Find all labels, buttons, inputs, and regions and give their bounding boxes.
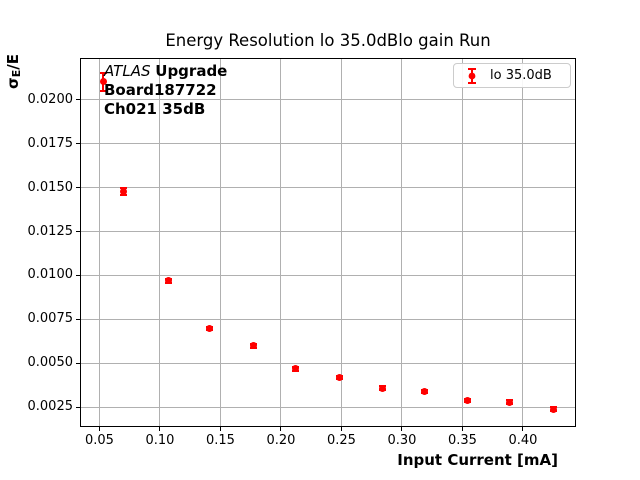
x-gridline [280,58,282,427]
y-gridline [80,362,576,364]
data-point [335,374,343,382]
y-tick-label: 0.0175 [27,135,74,151]
error-bar-cap [120,186,128,189]
y-tick-label: 0.0025 [27,399,74,415]
data-point [164,277,172,285]
x-tick-label: 0.10 [145,433,175,448]
x-gridline [522,58,524,427]
x-tick-label: 0.30 [387,433,417,448]
y-gridline [80,231,576,232]
y-gridline [80,187,576,188]
y-tick [76,274,80,276]
error-bar-cap [120,193,128,196]
x-tick-label: 0.25 [327,433,356,448]
data-point [120,187,128,195]
data-point [549,405,557,413]
x-tick [340,427,342,431]
data-point [292,365,299,373]
y-axis-label-subscript: E [10,69,23,78]
y-tick-label: 0.0125 [27,223,74,239]
annotation-channel: Ch021 35dB [104,100,206,118]
legend: lo 35.0dB [453,63,571,88]
y-gridline [80,274,576,276]
x-tick-label: 0.35 [448,433,477,448]
y-tick-label: 0.0075 [27,311,74,327]
annotation-experiment: ATLAS [104,62,151,80]
x-tick-label: 0.20 [266,433,296,448]
y-axis-label-rest: /E [4,54,22,70]
annotation-line-1: ATLAS Upgrade [104,62,227,81]
y-tick [76,187,80,188]
x-tick [461,427,463,431]
y-gridline [80,318,576,320]
y-tick [76,406,80,408]
y-tick [76,99,80,101]
annotation-upgrade: Upgrade [155,62,228,80]
data-point [379,384,387,392]
x-tick-label: 0.40 [508,433,538,448]
x-gridline [219,58,221,427]
data-point [206,324,214,332]
y-tick [76,231,80,232]
annotation-block: ATLAS Upgrade Board187722 Ch021 35dB [104,62,227,119]
x-axis-label: Input Current [mA] [397,451,558,469]
y-tick-label: 0.0050 [27,355,74,371]
y-gridline [80,143,576,145]
x-gridline [461,58,463,427]
y-tick [76,143,80,145]
y-axis-label-sigma: σ [4,77,22,89]
x-gridline [340,58,342,427]
y-axis-label: σE/E [4,54,23,89]
chart-title: Energy Resolution lo 35.0dBlo gain Run [165,31,491,50]
error-bar-cap [99,72,107,75]
x-tick [522,427,524,431]
x-tick-label: 0.05 [84,433,114,448]
y-tick-label: 0.0200 [27,91,74,107]
x-tick [159,427,161,431]
data-point [463,396,471,404]
y-gridline [80,406,576,408]
data-point [506,398,514,406]
legend-label: lo 35.0dB [490,68,552,83]
data-point [249,342,257,350]
y-tick [76,362,80,364]
x-tick [401,427,403,431]
y-tick [76,318,80,320]
y-tick-label: 0.0100 [27,267,74,283]
data-point [99,78,107,86]
x-gridline [98,58,100,427]
y-tick-label: 0.0150 [27,179,74,195]
x-tick [98,427,100,431]
x-gridline [159,58,161,427]
x-tick [219,427,221,431]
y-gridline [80,99,576,101]
x-gridline [401,58,403,427]
annotation-board: Board187722 [104,81,217,99]
error-bar-cap [99,89,107,92]
data-point [421,388,429,396]
x-tick-label: 0.15 [206,433,235,448]
x-tick [280,427,282,431]
errorbar-marker-icon [466,67,478,85]
